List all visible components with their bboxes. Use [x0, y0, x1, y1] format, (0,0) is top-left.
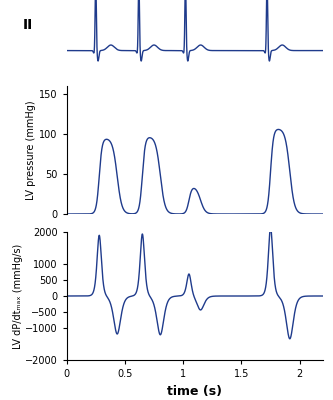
Y-axis label: LV pressure (mmHg): LV pressure (mmHg) — [26, 100, 36, 200]
X-axis label: time (s): time (s) — [167, 384, 222, 398]
Text: II: II — [23, 18, 33, 32]
Y-axis label: LV dP/dtₘₐₓ (mmHg/s): LV dP/dtₘₐₓ (mmHg/s) — [13, 243, 23, 349]
